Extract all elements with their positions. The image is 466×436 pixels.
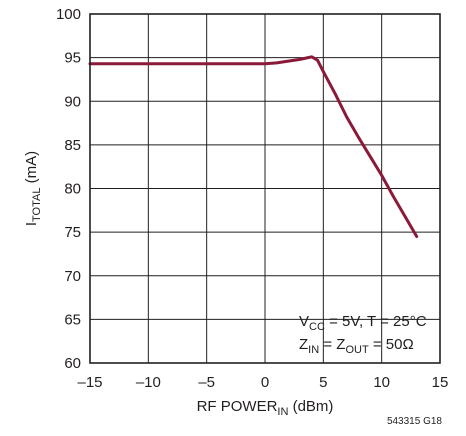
condition-annotation: VCC = 5V, T = 25°C [299, 313, 427, 333]
x-tick-label: –10 [136, 374, 161, 391]
y-tick-label: 85 [64, 137, 81, 154]
figure-id: 543315 G18 [387, 416, 442, 427]
x-tick-label: 10 [373, 374, 390, 391]
condition-annotation: ZIN = ZOUT = 50Ω [299, 336, 414, 356]
x-tick-label: 15 [432, 374, 449, 391]
y-tick-label: 70 [64, 268, 81, 285]
series-layer [88, 55, 419, 238]
y-tick-label: 90 [64, 93, 81, 110]
x-tick-label: –5 [198, 374, 215, 391]
y-tick-label: 80 [64, 181, 81, 198]
y-tick-label: 75 [64, 224, 81, 241]
x-tick-label: 5 [319, 374, 327, 391]
annotations: VCC = 5V, T = 25°C ZIN = ZOUT = 50Ω [299, 313, 427, 356]
x-axis-label: RF POWERIN (dBm) [197, 398, 334, 418]
plot-frame [89, 13, 441, 364]
x-tick-labels: –15 –10 –5 0 5 10 15 [77, 374, 448, 391]
x-tick-label: 0 [261, 374, 269, 391]
y-tick-label: 95 [64, 50, 81, 67]
y-axis-label: ITOTAL (mA) [23, 151, 43, 226]
series-line [88, 55, 419, 238]
y-tick-label: 60 [64, 355, 81, 372]
x-tick-label: –15 [77, 374, 102, 391]
y-tick-label: 65 [64, 311, 81, 328]
grid [90, 14, 440, 363]
y-tick-label: 100 [56, 6, 81, 23]
y-tick-labels: 60 65 70 75 80 85 90 95 100 [56, 6, 81, 372]
